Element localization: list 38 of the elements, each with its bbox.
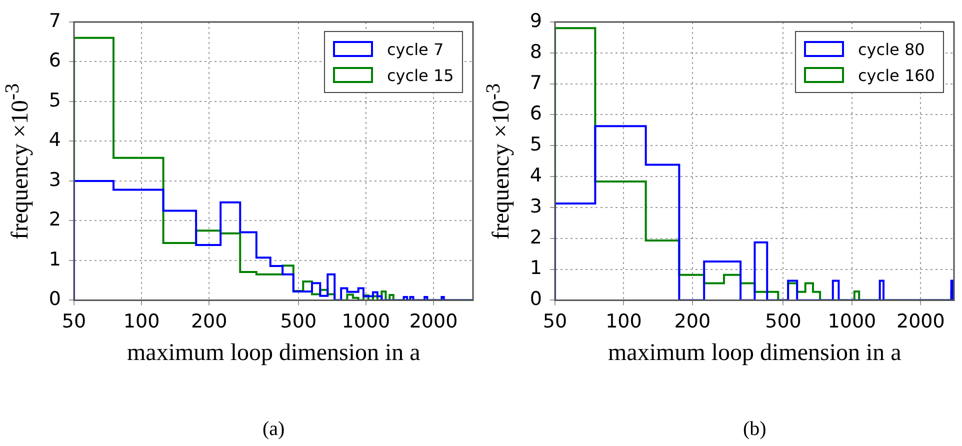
legend-label: cycle 7 (387, 40, 444, 58)
text: (a) (262, 418, 285, 441)
x-axis-title: maximum loop dimension in a (608, 340, 902, 367)
y-tick-label: 4 (530, 164, 542, 186)
text: (b) (743, 418, 766, 441)
y-tick-label: 8 (530, 40, 542, 63)
legend-label: cycle 160 (858, 66, 935, 84)
y-tick-label: 2 (530, 226, 542, 248)
y-tick-label: 4 (48, 129, 61, 152)
y-tick-label: 3 (48, 168, 61, 191)
x-tick-label: 100 (123, 310, 160, 333)
x-tick-label: 2000 (896, 310, 945, 333)
x-tick-label: 50 (542, 310, 568, 333)
legend-label: cycle 80 (858, 40, 925, 58)
x-tick-label: 1000 (342, 310, 390, 333)
legend-label: cycle 15 (387, 66, 454, 84)
y-tick-label: 1 (48, 248, 61, 270)
x-tick-label: 200 (674, 310, 711, 333)
y-tick-label: 5 (530, 134, 542, 156)
x-tick-label: 200 (190, 310, 228, 333)
y-tick-label: 1 (530, 257, 542, 280)
y-tick-label: 7 (48, 10, 61, 32)
x-tick-label: 500 (280, 310, 317, 333)
y-tick-label: 0 (48, 288, 61, 310)
x-tick-label: 500 (765, 310, 802, 333)
y-tick-label: 7 (530, 72, 542, 94)
x-tick-label: 50 (62, 310, 86, 333)
y-tick-label: 6 (530, 102, 542, 125)
y-tick-label: 5 (48, 89, 61, 112)
x-axis-title: maximum loop dimension in a (127, 340, 420, 367)
x-tick-label: 100 (606, 310, 642, 333)
y-tick-label: 6 (48, 50, 61, 72)
y-tick-label: 2 (48, 208, 61, 231)
y-tick-label: 9 (530, 10, 542, 32)
y-tick-label: 3 (530, 195, 542, 218)
y-tick-label: 0 (530, 288, 542, 310)
x-tick-label: 2000 (409, 310, 458, 333)
x-tick-label: 1000 (828, 310, 876, 333)
